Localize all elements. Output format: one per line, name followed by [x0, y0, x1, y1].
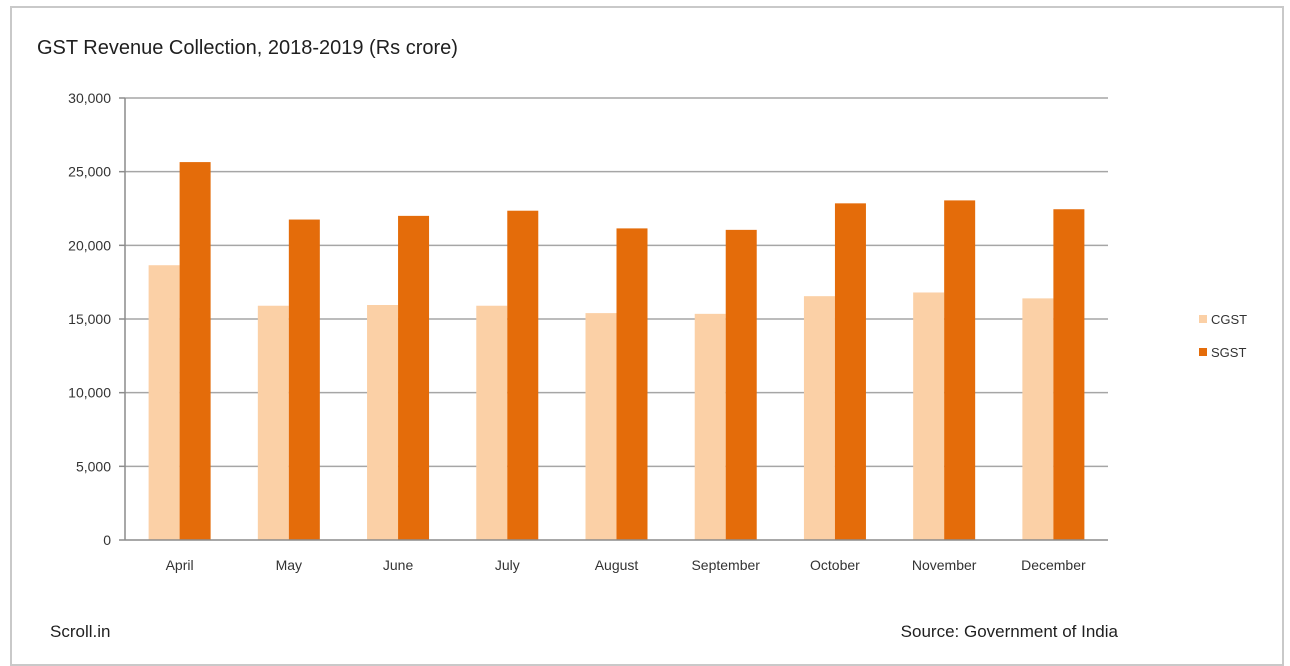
- bar-cgst-may: [257, 305, 289, 540]
- x-axis-categories: April May June July August September October No…: [166, 557, 1086, 573]
- bar-cgst-august: [585, 313, 617, 540]
- y-tick-label: 20,000: [68, 237, 111, 253]
- bar-sgst-may: [288, 219, 320, 541]
- bar-sgst-july: [507, 210, 539, 540]
- y-tick-label: 25,000: [68, 164, 111, 180]
- bar-sgst-june: [398, 215, 430, 540]
- axes: [124, 98, 1108, 541]
- bar-sgst-september: [725, 229, 757, 540]
- x-tick-label: December: [1021, 557, 1086, 573]
- x-tick-label: July: [495, 557, 520, 573]
- publisher-credit: Scroll.in: [50, 622, 111, 641]
- bar-cgst-september: [694, 313, 726, 540]
- y-tick-label: 10,000: [68, 385, 111, 401]
- x-tick-label: August: [595, 557, 639, 573]
- y-tick-label: 5,000: [76, 458, 111, 474]
- x-tick-label: April: [166, 557, 194, 573]
- source-credit: Source: Government of India: [900, 622, 1118, 641]
- y-tick-label: 30,000: [68, 90, 111, 106]
- bars: [148, 162, 1085, 541]
- bar-sgst-november: [944, 200, 976, 540]
- bar-cgst-july: [476, 305, 508, 540]
- bar-cgst-june: [367, 305, 399, 540]
- bar-sgst-december: [1053, 209, 1085, 540]
- legend-label-sgst: SGST: [1211, 345, 1246, 360]
- y-tick-label: 0: [103, 532, 111, 548]
- y-axis-ticks: 0 5,000 10,000 15,000 20,000 25,000 30,000: [68, 90, 125, 548]
- x-tick-label: November: [912, 557, 977, 573]
- bar-sgst-august: [616, 228, 648, 540]
- bar-cgst-april: [148, 265, 180, 540]
- bar-sgst-april: [179, 162, 211, 540]
- bar-cgst-december: [1022, 298, 1054, 540]
- y-tick-label: 15,000: [68, 311, 111, 327]
- x-tick-label: October: [810, 557, 860, 573]
- bar-cgst-november: [913, 292, 945, 540]
- x-tick-label: June: [383, 557, 414, 573]
- legend-label-cgst: CGST: [1211, 312, 1247, 327]
- legend-swatch-cgst: [1199, 315, 1207, 323]
- legend-swatch-sgst: [1199, 348, 1207, 356]
- x-tick-label: September: [691, 557, 760, 573]
- chart-title: GST Revenue Collection, 2018-2019 (Rs cr…: [37, 37, 458, 59]
- legend: CGST SGST: [1199, 312, 1247, 360]
- bar-sgst-october: [834, 203, 866, 541]
- x-tick-label: May: [276, 557, 302, 573]
- bar-cgst-october: [803, 296, 835, 540]
